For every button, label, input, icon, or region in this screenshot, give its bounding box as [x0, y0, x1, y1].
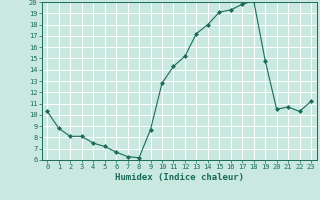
X-axis label: Humidex (Indice chaleur): Humidex (Indice chaleur) — [115, 173, 244, 182]
